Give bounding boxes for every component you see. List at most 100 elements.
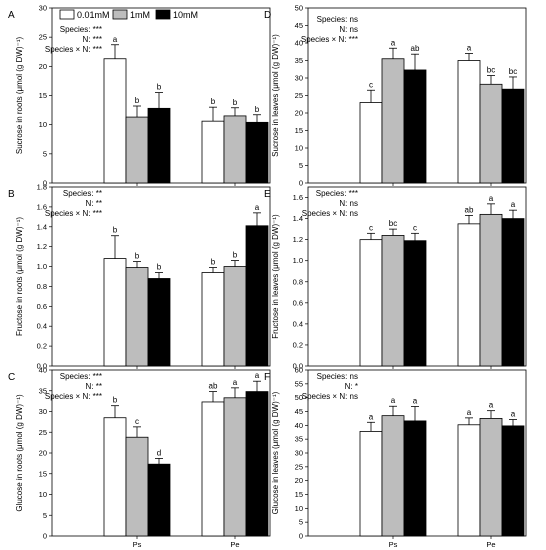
significance-letter: c (413, 223, 417, 232)
y-tick-label: 35 (295, 435, 303, 444)
bar (479, 213, 503, 367)
significance-letter: d (157, 448, 161, 457)
significance-letter: a (391, 396, 396, 405)
panel-letter: F (264, 372, 270, 383)
significance-letter: a (113, 35, 118, 44)
y-tick-label: 30 (295, 449, 303, 458)
y-tick-label: 20 (39, 62, 47, 71)
significance-letter: bc (509, 67, 517, 76)
y-tick-label: 15 (39, 91, 47, 100)
significance-letter: c (369, 223, 373, 232)
y-tick-label: 1.2 (293, 235, 303, 244)
bar (479, 83, 503, 184)
y-axis-label: Sucrose in roots (μmol (g DW)⁻¹) (15, 37, 24, 155)
panel-letter: E (264, 189, 271, 200)
significance-letter: b (255, 105, 260, 114)
y-tick-label: 35 (295, 56, 303, 65)
significance-letter: a (413, 397, 418, 406)
bar (125, 436, 149, 537)
stats-annotation: Species: *** (316, 189, 358, 198)
y-tick-label: 25 (39, 428, 47, 437)
stats-annotation: Species: ns (317, 372, 358, 381)
bar (359, 102, 383, 184)
y-tick-label: 25 (295, 91, 303, 100)
significance-letter: b (157, 83, 162, 92)
panel-letter: D (264, 10, 271, 21)
bar (501, 218, 525, 367)
panel-f: 0 5 10 15 20 25 30 35 40 45 50 55 60 Glucose in leave… (264, 366, 527, 549)
significance-letter: a (489, 401, 494, 410)
y-tick-label: 25 (295, 462, 303, 471)
bar (201, 120, 225, 184)
bar (147, 463, 171, 537)
y-tick-label: 0 (299, 179, 303, 188)
bar (201, 272, 225, 367)
y-tick-label: 30 (39, 407, 47, 416)
y-tick-label: 50 (295, 393, 303, 402)
y-axis-label: Fructose in leaves (μmol (g DW)⁻¹) (271, 214, 280, 339)
y-tick-label: 5 (43, 149, 47, 158)
bar (403, 420, 427, 537)
significance-letter: a (255, 203, 260, 212)
y-tick-label: 55 (295, 379, 303, 388)
y-axis-label: Sucrose in leaves (μmol (g DW)⁻¹) (271, 34, 280, 157)
y-tick-label: 5 (43, 511, 47, 520)
bar (223, 266, 247, 367)
bar (103, 417, 127, 537)
y-tick-label: 40 (295, 421, 303, 430)
significance-letter: b (157, 263, 162, 272)
y-tick-label: 10 (295, 144, 303, 153)
significance-letter: b (211, 258, 216, 267)
significance-letter: b (135, 96, 140, 105)
x-tick-label: Pe (230, 540, 239, 549)
stats-annotation: N: * (345, 382, 358, 391)
y-tick-label: 0.4 (293, 319, 303, 328)
y-tick-label: 45 (295, 407, 303, 416)
y-tick-label: 10 (295, 504, 303, 513)
bar (223, 397, 247, 537)
significance-letter: a (467, 408, 472, 417)
bar (147, 107, 171, 184)
y-tick-label: 0.4 (37, 322, 47, 331)
stats-annotation: N: ns (339, 25, 358, 34)
significance-letter: a (511, 200, 516, 209)
y-tick-label: 5 (299, 161, 303, 170)
bar (457, 223, 481, 367)
y-tick-label: 0.2 (37, 342, 47, 351)
y-tick-label: 10 (39, 120, 47, 129)
panel-d: 0 5 10 15 20 25 30 35 40 45 50 Sucrose in leaves (μ… (264, 4, 527, 188)
significance-letter: b (233, 251, 238, 260)
x-tick-label: Ps (389, 540, 398, 549)
y-tick-label: 0 (299, 532, 303, 541)
y-tick-label: 0 (43, 532, 47, 541)
bar (245, 225, 269, 367)
x-tick-label: Pe (486, 540, 495, 549)
y-tick-label: 1.0 (293, 256, 303, 265)
y-tick-label: 0.0 (37, 362, 47, 371)
bar (457, 424, 481, 537)
panel-e: 0.0 0.2 0.4 0.6 0.8 1.0 1.2 1.4 1.6 Fructose in l… (264, 186, 527, 371)
bar (147, 278, 171, 367)
y-tick-label: 45 (295, 21, 303, 30)
stats-annotation: N: *** (82, 35, 102, 44)
significance-letter: a (489, 194, 494, 203)
panel-letter: A (8, 10, 15, 21)
significance-letter: a (391, 38, 396, 47)
stats-annotation: Species × N: *** (45, 209, 102, 218)
y-axis-label: Glucose in roots (μmol (g DW)⁻¹) (15, 394, 24, 512)
bar (359, 431, 383, 537)
stats-annotation: N: ** (86, 199, 102, 208)
bar (501, 88, 525, 184)
stats-annotation: Species: *** (60, 372, 102, 381)
bar (125, 116, 149, 184)
significance-letter: a (233, 378, 238, 387)
legend-label: 0.01mM (77, 10, 110, 20)
legend-swatch (155, 9, 171, 20)
y-tick-label: 1.2 (37, 242, 47, 251)
significance-letter: b (113, 226, 118, 235)
y-tick-label: 5 (299, 518, 303, 527)
panel-letter: C (8, 372, 15, 383)
y-tick-label: 50 (295, 4, 303, 13)
bar (381, 235, 405, 367)
